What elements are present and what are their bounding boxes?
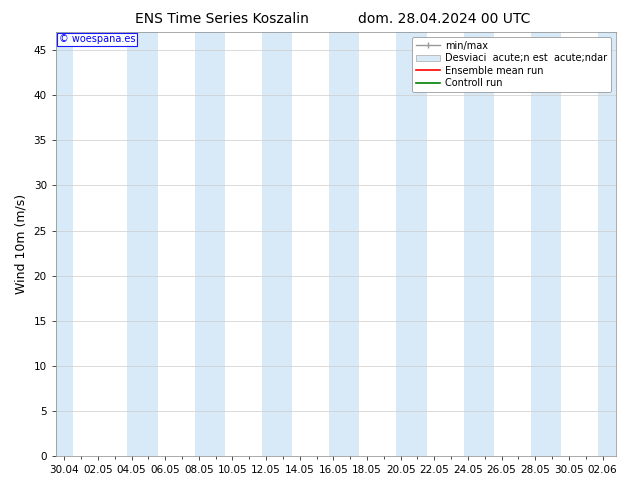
Bar — [598, 32, 630, 456]
Bar — [463, 32, 494, 456]
Text: © woespana.es: © woespana.es — [58, 34, 135, 44]
Bar — [262, 32, 292, 456]
Bar — [56, 32, 74, 456]
Y-axis label: Wind 10m (m/s): Wind 10m (m/s) — [15, 194, 28, 294]
Text: ENS Time Series Koszalin: ENS Time Series Koszalin — [135, 12, 309, 26]
Bar — [396, 32, 427, 456]
Bar — [195, 32, 225, 456]
Bar — [329, 32, 359, 456]
Bar — [531, 32, 561, 456]
Bar — [127, 32, 158, 456]
Legend: min/max, Desviaci  acute;n est  acute;ndar, Ensemble mean run, Controll run: min/max, Desviaci acute;n est acute;ndar… — [412, 37, 611, 92]
Text: dom. 28.04.2024 00 UTC: dom. 28.04.2024 00 UTC — [358, 12, 530, 26]
